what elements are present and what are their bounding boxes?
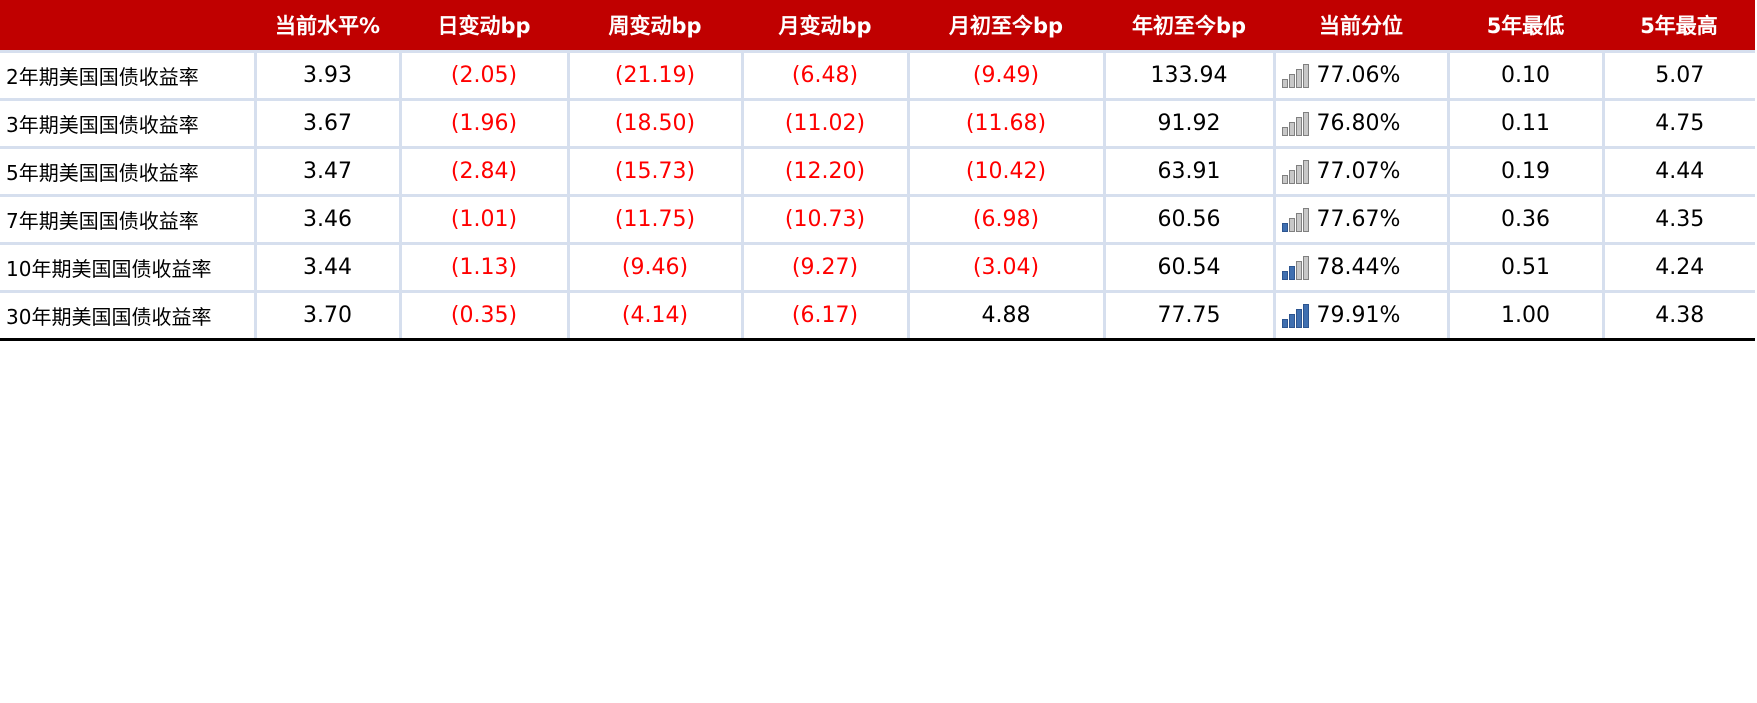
table-row: 5年期美国国债收益率 3.47 (2.84) (15.73) (12.20) (10.42… [0,146,1755,197]
header-five-year-low: 5年最低 [1448,0,1603,52]
cell-name: 2年期美国国债收益率 [0,50,257,101]
header-year-to-date: 年初至今bp [1104,0,1274,52]
cell-month-to-date: (11.68) [906,98,1106,149]
cell-name: 10年期美国国债收益率 [0,242,257,293]
cell-current-level: 3.67 [253,98,402,149]
table-row: 3年期美国国债收益率 3.67 (1.96) (18.50) (11.02) (11.68… [0,98,1755,149]
cell-five-year-high: 4.38 [1601,290,1755,341]
cell-month-to-date: (6.98) [906,194,1106,245]
cell-current-percentile: 77.06% [1272,50,1450,101]
bar-rating-icon [1281,111,1309,136]
table-row: 2年期美国国债收益率 3.93 (2.05) (21.19) (6.48) (9.49) 1… [0,50,1755,101]
cell-month-to-date: (9.49) [906,50,1106,101]
cell-name: 5年期美国国债收益率 [0,146,257,197]
cell-weekly-change: (18.50) [566,98,744,149]
cell-month-to-date: (3.04) [906,242,1106,293]
cell-month-to-date: (10.42) [906,146,1106,197]
cell-monthly-change: (6.17) [740,290,910,341]
cell-five-year-high: 5.07 [1601,50,1755,101]
percentile-value: 79.91% [1316,303,1401,328]
cell-current-percentile: 77.07% [1272,146,1450,197]
cell-current-level: 3.47 [253,146,402,197]
cell-weekly-change: (4.14) [566,290,744,341]
bar-rating-icon [1281,303,1309,328]
cell-weekly-change: (21.19) [566,50,744,101]
cell-name: 7年期美国国债收益率 [0,194,257,245]
cell-five-year-high: 4.35 [1601,194,1755,245]
header-current-percentile: 当前分位 [1274,0,1448,52]
cell-current-percentile: 76.80% [1272,98,1450,149]
bar-rating-icon [1281,159,1309,184]
cell-daily-change: (0.35) [398,290,570,341]
cell-daily-change: (1.96) [398,98,570,149]
cell-daily-change: (2.84) [398,146,570,197]
percentile-value: 76.80% [1316,111,1401,136]
cell-monthly-change: (6.48) [740,50,910,101]
table-row: 7年期美国国债收益率 3.46 (1.01) (11.75) (10.73) (6.98)… [0,194,1755,245]
header-weekly-change: 周变动bp [568,0,742,52]
cell-five-year-high: 4.75 [1601,98,1755,149]
cell-current-level: 3.44 [253,242,402,293]
cell-daily-change: (1.01) [398,194,570,245]
cell-year-to-date: 77.75 [1102,290,1276,341]
cell-year-to-date: 60.56 [1102,194,1276,245]
percentile-value: 77.67% [1316,207,1401,232]
cell-current-level: 3.70 [253,290,402,341]
cell-weekly-change: (11.75) [566,194,744,245]
header-blank [0,0,255,52]
cell-current-percentile: 78.44% [1272,242,1450,293]
percentile-value: 77.07% [1316,159,1401,184]
cell-current-level: 3.93 [253,50,402,101]
cell-monthly-change: (9.27) [740,242,910,293]
cell-five-year-high: 4.24 [1601,242,1755,293]
cell-name: 3年期美国国债收益率 [0,98,257,149]
cell-current-percentile: 79.91% [1272,290,1450,341]
cell-daily-change: (1.13) [398,242,570,293]
percentile-value: 78.44% [1316,255,1401,280]
cell-weekly-change: (15.73) [566,146,744,197]
cell-year-to-date: 60.54 [1102,242,1276,293]
cell-year-to-date: 63.91 [1102,146,1276,197]
header-current-level: 当前水平% [255,0,400,52]
treasury-yield-table: 当前水平% 日变动bp 周变动bp 月变动bp 月初至今bp 年初至今bp 当前分位 5年最低… [0,0,1755,341]
bar-rating-icon [1281,255,1309,280]
header-row: 当前水平% 日变动bp 周变动bp 月变动bp 月初至今bp 年初至今bp 当前分位 5年最低… [0,0,1755,52]
cell-five-year-low: 0.19 [1446,146,1605,197]
bar-rating-icon [1281,207,1309,232]
cell-monthly-change: (12.20) [740,146,910,197]
cell-monthly-change: (11.02) [740,98,910,149]
cell-five-year-low: 0.36 [1446,194,1605,245]
cell-name: 30年期美国国债收益率 [0,290,257,341]
header-five-year-high: 5年最高 [1603,0,1755,52]
cell-year-to-date: 133.94 [1102,50,1276,101]
cell-five-year-low: 1.00 [1446,290,1605,341]
header-monthly-change: 月变动bp [742,0,908,52]
cell-month-to-date: 4.88 [906,290,1106,341]
table-row: 30年期美国国债收益率 3.70 (0.35) (4.14) (6.17) 4.88 77.… [0,290,1755,341]
cell-five-year-low: 0.11 [1446,98,1605,149]
cell-five-year-low: 0.10 [1446,50,1605,101]
cell-current-level: 3.46 [253,194,402,245]
cell-five-year-high: 4.44 [1601,146,1755,197]
header-month-to-date: 月初至今bp [908,0,1104,52]
cell-current-percentile: 77.67% [1272,194,1450,245]
header-daily-change: 日变动bp [400,0,568,52]
cell-year-to-date: 91.92 [1102,98,1276,149]
cell-five-year-low: 0.51 [1446,242,1605,293]
table-row: 10年期美国国债收益率 3.44 (1.13) (9.46) (9.27) (3.04) 6… [0,242,1755,293]
cell-weekly-change: (9.46) [566,242,744,293]
cell-daily-change: (2.05) [398,50,570,101]
cell-monthly-change: (10.73) [740,194,910,245]
percentile-value: 77.06% [1316,63,1401,88]
bar-rating-icon [1281,63,1309,88]
